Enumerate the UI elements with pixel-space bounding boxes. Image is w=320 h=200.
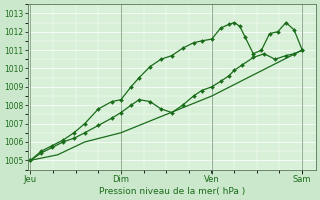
- X-axis label: Pression niveau de la mer( hPa ): Pression niveau de la mer( hPa ): [99, 187, 245, 196]
